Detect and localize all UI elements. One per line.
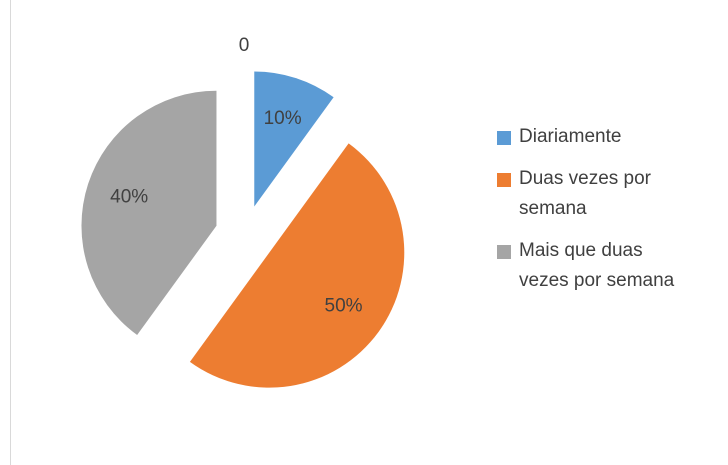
legend-item: Diariamente [497,122,697,152]
legend-item: Mais que duas vezes por semana [497,236,697,296]
annotation: 0 [239,35,250,56]
legend-label: Duas vezes por semana [519,168,652,219]
legend-swatch [497,173,511,187]
pie-slice [81,90,217,335]
legend-label: Mais que duas vezes por semana [519,240,675,291]
data-label: 50% [325,296,363,317]
data-label: 40% [110,186,148,207]
legend-item: Duas vezes por semana [497,164,697,224]
legend-swatch [497,245,511,259]
data-label: 10% [264,108,302,129]
legend: Diariamente Duas vezes por semana Mais que… [497,122,697,308]
pie-slice [254,71,334,207]
pie-slice [189,143,405,388]
legend-swatch [497,131,511,145]
frame [10,0,728,465]
legend-label: Diariamente [519,126,622,147]
